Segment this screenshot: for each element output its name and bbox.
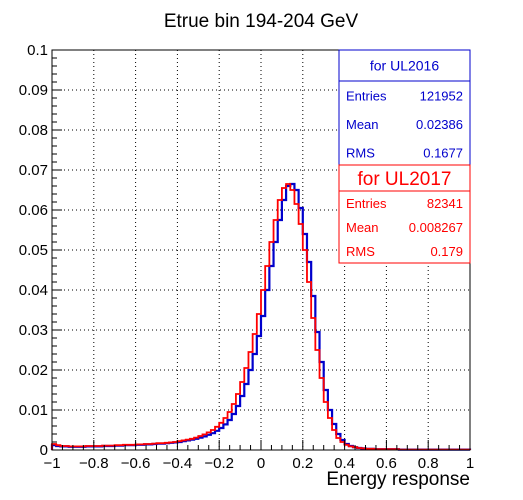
x-tick-label: 0.4 [334, 455, 355, 472]
series-layer [50, 182, 472, 451]
series-2-histogram [51, 183, 471, 451]
x-tick-label: −0.6 [121, 455, 151, 472]
stats-box-frame [338, 164, 471, 264]
stats-box-header: for UL2017 [357, 169, 451, 190]
y-tick-label: 0.06 [19, 202, 48, 219]
y-tick-label: 0.07 [19, 162, 48, 179]
chart-title: Etrue bin 194-204 GeV [164, 11, 359, 32]
axes: −1 −0.8 −0.6 −0.4 −0.2 0 0.2 0.4 0.6 0.8 1 0 0.01 0.0… [19, 42, 474, 472]
y-tick-label: 0.08 [19, 122, 48, 139]
stats-row-value: 0.008267 [409, 220, 463, 235]
stats-box-1: for UL2016 Entries 121952 Mean 0.02386 RMS 0.1… [338, 49, 471, 167]
y-tick-label: 0.09 [19, 82, 48, 99]
stats-box-2: for UL2017 Entries 82341 Mean 0.008267 RMS 0.1… [338, 164, 471, 264]
y-tick-label: 0.05 [19, 242, 48, 259]
y-tick-label: 0.02 [19, 362, 48, 379]
x-axis-label: Energy response [326, 469, 470, 490]
stats-row-label: Entries [346, 88, 387, 103]
y-tick-label: 0 [40, 442, 48, 459]
x-tick-label: −1 [43, 455, 60, 472]
stats-row-label: RMS [346, 244, 375, 259]
stats-box-header: for UL2016 [370, 58, 439, 74]
x-tick-label: −0.4 [163, 455, 193, 472]
stats-box-frame [338, 49, 471, 167]
y-tick-label: 0.03 [19, 322, 48, 339]
x-tick-label: 0 [257, 455, 265, 472]
stats-row-value: 121952 [420, 88, 463, 103]
stats-row-value: 82341 [427, 196, 463, 211]
x-tick-label: 1 [466, 455, 474, 472]
x-tick-label: −0.8 [79, 455, 109, 472]
stats-row-label: Entries [346, 196, 387, 211]
stats-row-label: Mean [346, 220, 379, 235]
stats-boxes: for UL2016 Entries 121952 Mean 0.02386 RMS 0.1… [338, 49, 471, 264]
y-tick-label: 0.1 [27, 42, 48, 59]
y-tick-label: 0.04 [19, 282, 48, 299]
x-tick-label: 0.6 [376, 455, 397, 472]
stats-row-label: Mean [346, 117, 379, 132]
x-tick-label: 0.2 [292, 455, 313, 472]
y-tick-label: 0.01 [19, 402, 48, 419]
x-tick-label: −0.2 [204, 455, 234, 472]
stats-row-value: 0.02386 [416, 117, 463, 132]
x-tick-label: 0.8 [418, 455, 439, 472]
stats-row-value: 0.1677 [423, 145, 463, 160]
stats-row-value: 0.179 [430, 244, 463, 259]
stats-row-label: RMS [346, 145, 375, 160]
